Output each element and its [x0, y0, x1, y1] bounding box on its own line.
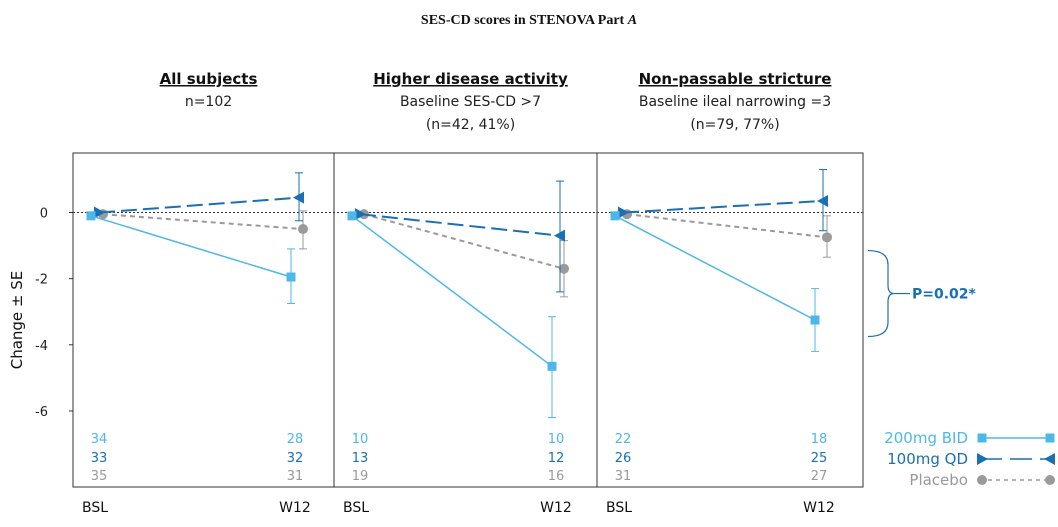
n-label-w12: 27	[811, 469, 828, 484]
x-tick-label-w12: W12	[803, 500, 835, 516]
y-tick-label: -6	[35, 405, 48, 420]
legend-marker	[977, 433, 987, 443]
y-tick-label: 0	[40, 207, 48, 222]
n-label-w12: 10	[548, 432, 565, 447]
legend-label: 200mg BID	[884, 429, 968, 447]
data-point-w12	[547, 361, 557, 371]
legend-marker	[1045, 433, 1055, 443]
n-label-w12: 31	[287, 469, 304, 484]
series-line-200mg-bid	[351, 215, 553, 367]
series-line-200mg-bid	[90, 215, 292, 278]
n-label-bsl: 22	[615, 432, 632, 447]
legend-marker	[977, 475, 987, 485]
data-point-bsl	[355, 208, 366, 221]
data-point-w12	[554, 229, 565, 242]
panel-subtitle: n=102	[185, 94, 232, 110]
x-tick-label-bsl: BSL	[606, 500, 632, 516]
legend-label: Placebo	[909, 471, 968, 489]
plot-frame	[72, 152, 864, 488]
series-line-100mg-qd	[98, 196, 300, 214]
series-line-100mg-qd	[359, 213, 561, 237]
series-line-placebo	[626, 213, 828, 239]
x-tick-label-bsl: BSL	[82, 500, 108, 516]
y-tick-label: -4	[35, 339, 48, 354]
n-label-bsl: 13	[352, 451, 369, 466]
p-value-bracket	[867, 249, 895, 338]
n-label-w12: 12	[548, 451, 565, 466]
series-line-placebo	[363, 213, 565, 270]
data-point-bsl	[347, 211, 357, 221]
x-tick-label-w12: W12	[279, 500, 311, 516]
p-value-label: P=0.02*	[912, 287, 977, 303]
data-point-bsl	[94, 206, 105, 219]
panel-title: Higher disease activity	[373, 70, 568, 88]
n-label-w12: 16	[548, 469, 565, 484]
figure-title: SES-CD scores in STENOVA Part A	[421, 13, 637, 28]
n-label-w12: 32	[287, 451, 304, 466]
data-point-w12	[559, 263, 569, 274]
legend-marker	[1044, 453, 1055, 465]
panel-subtitle: Baseline ileal narrowing =3	[639, 94, 831, 110]
data-point-w12	[293, 191, 304, 204]
y-tick-label: -2	[35, 273, 48, 288]
n-label-bsl: 19	[352, 469, 369, 484]
data-point-bsl	[86, 211, 96, 221]
data-point-w12	[822, 232, 832, 243]
series-line-100mg-qd	[622, 199, 824, 214]
panel-subtitle: (n=42, 41%)	[426, 117, 515, 133]
n-label-bsl: 34	[91, 432, 108, 447]
panel-subtitle: Baseline SES-CD >7	[400, 94, 541, 110]
series-line-placebo	[102, 213, 304, 231]
n-label-w12: 18	[811, 432, 828, 447]
data-point-w12	[810, 315, 820, 325]
data-point-w12	[817, 194, 828, 207]
n-label-w12: 25	[811, 451, 828, 466]
n-label-bsl: 26	[615, 451, 632, 466]
n-label-bsl: 33	[91, 451, 108, 466]
legend-marker	[1045, 475, 1055, 485]
panel-title: Non-passable stricture	[639, 70, 832, 88]
data-point-bsl	[610, 211, 620, 221]
n-label-w12: 28	[287, 432, 304, 447]
data-point-bsl	[618, 206, 629, 219]
n-label-bsl: 31	[615, 469, 632, 484]
n-label-bsl: 10	[352, 432, 369, 447]
panel-subtitle: (n=79, 77%)	[690, 117, 779, 133]
x-tick-label-bsl: BSL	[343, 500, 369, 516]
panel-title: All subjects	[160, 70, 258, 88]
data-point-w12	[286, 272, 296, 282]
y-axis-label: Change ± SE	[8, 271, 26, 370]
legend-label: 100mg QD	[887, 450, 968, 468]
figure-title-italic: A	[627, 13, 637, 28]
data-point-w12	[298, 224, 308, 235]
x-tick-label-w12: W12	[540, 500, 572, 516]
legend-marker	[977, 453, 988, 465]
n-label-bsl: 35	[91, 469, 108, 484]
series-line-200mg-bid	[614, 215, 816, 321]
